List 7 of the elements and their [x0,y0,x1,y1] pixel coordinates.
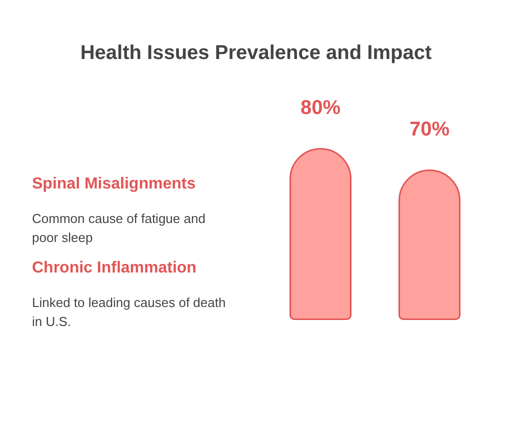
data-label: 70% [409,118,450,140]
text: Linked to leading causes of death in U.S. [32,295,230,329]
text: Common cause of fatigue and poor sleep [32,211,210,245]
chart-title: Health Issues Prevalence and Impact [80,42,432,64]
text: Chronic Inflammation [32,260,196,276]
text: Spinal Misalignments [32,176,196,192]
data-label: 80% [300,97,341,119]
